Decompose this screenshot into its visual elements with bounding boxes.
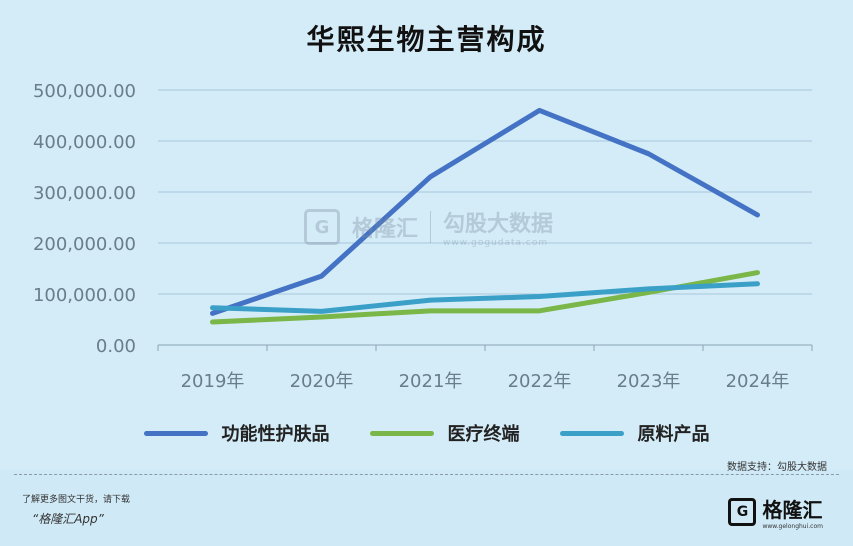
x-tick-label: 2019年 [181, 371, 245, 392]
y-tick-label: 400,000.00 [33, 132, 136, 153]
watermark-url: www.gogudata.com [443, 238, 549, 248]
chart-title: 华熙生物主营构成 [306, 23, 547, 56]
chart-area [0, 0, 853, 470]
legend-swatch [143, 430, 208, 436]
legend-swatch [369, 430, 434, 436]
y-tick-label: 0.00 [96, 336, 136, 357]
data-source: 数据支持：勾股大数据 [727, 462, 827, 473]
footer-note: 了解更多图文干货，请下载 [22, 495, 131, 505]
x-tick-label: 2021年 [399, 371, 463, 392]
y-tick-label: 100,000.00 [33, 285, 136, 306]
y-tick-label: 500,000.00 [33, 81, 136, 102]
watermark: G 格隆汇 勾股大数据 www.gogudata.com [304, 206, 553, 248]
line-chart: 0.00 100,000.00 200,000.00 300,000.00 400,00… [33, 81, 813, 392]
legend: 功能性护肤品 医疗终端 原料产品 [0, 420, 853, 446]
series-line [210, 107, 760, 316]
footer-logo-icon: G [728, 498, 757, 526]
watermark-logo-icon: G [304, 209, 340, 245]
y-tick-label: 300,000.00 [33, 183, 136, 204]
footer-divider [14, 474, 839, 475]
legend-item: 功能性护肤品 [143, 420, 330, 446]
legend-item: 原料产品 [559, 420, 710, 446]
x-tick-label: 2023年 [617, 371, 681, 392]
watermark-separator [430, 211, 432, 243]
legend-label: 功能性护肤品 [221, 424, 330, 445]
series-line [210, 281, 760, 314]
footer-logo: G 格隆汇 www.gelonghui.com [728, 494, 823, 530]
x-tick-label: 2024年 [726, 371, 790, 392]
watermark-brand: 格隆汇 [352, 217, 419, 242]
footer-logo-url: www.gelonghui.com [762, 523, 823, 530]
footer-logo-text: 格隆汇 [762, 498, 823, 522]
watermark-title: 勾股大数据 [443, 212, 554, 237]
x-tick-label: 2020年 [290, 371, 354, 392]
legend-item: 医疗终端 [369, 420, 520, 446]
footer-app-name: “格隆汇App” [32, 512, 104, 526]
y-tick-label: 200,000.00 [33, 234, 136, 255]
legend-swatch [559, 430, 624, 436]
x-tick-label: 2022年 [508, 371, 572, 392]
legend-label: 原料产品 [637, 424, 710, 445]
legend-label: 医疗终端 [447, 424, 520, 445]
